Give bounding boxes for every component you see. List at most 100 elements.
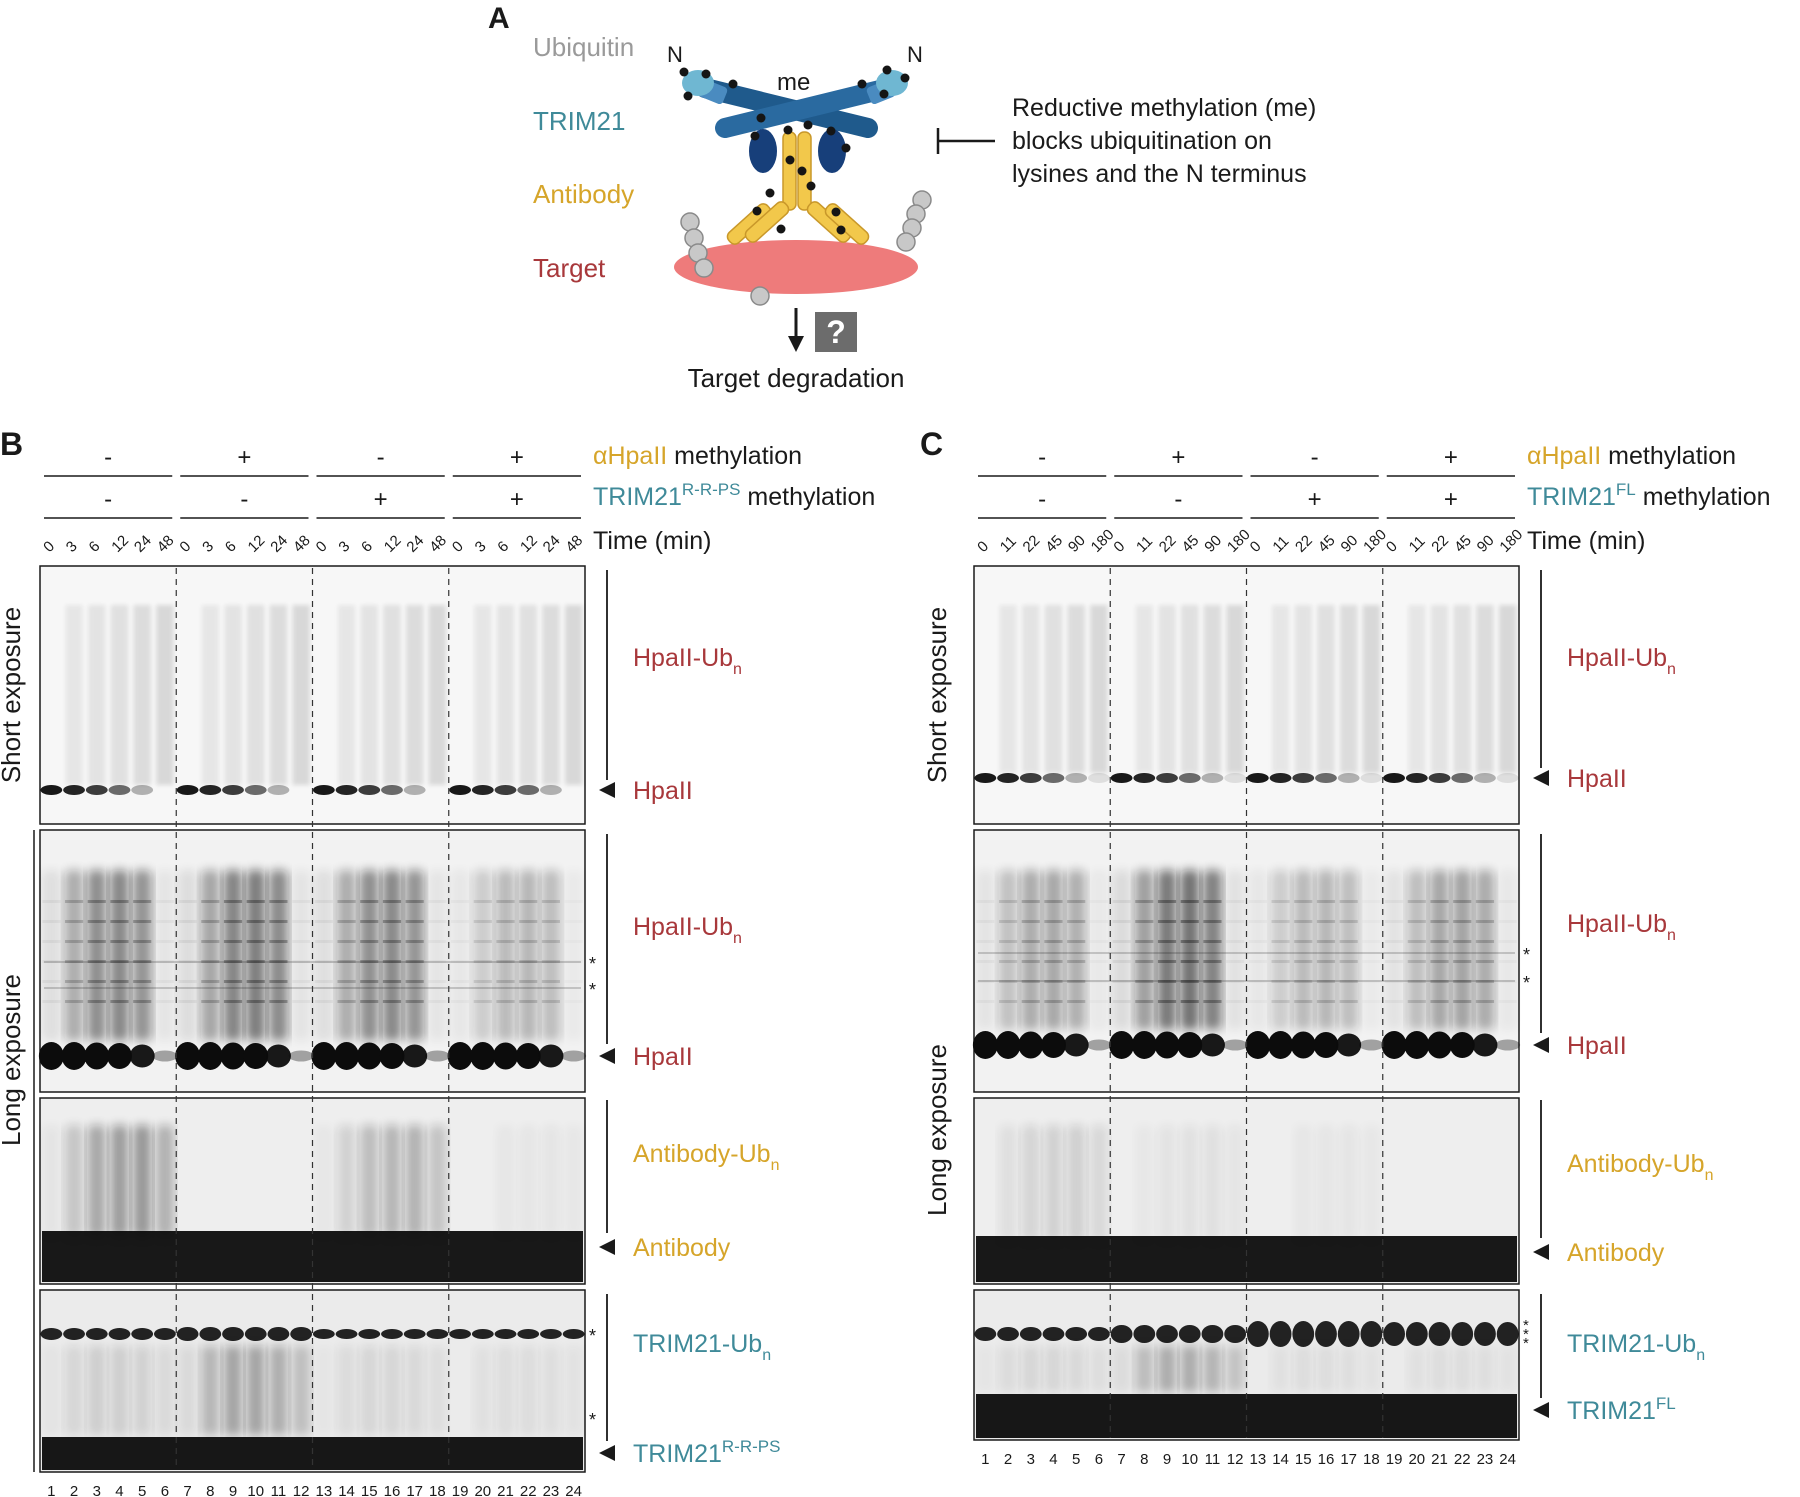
hpaii-band xyxy=(540,785,562,795)
hpaii-ub-smear xyxy=(427,870,447,1041)
hpaii-band-long xyxy=(288,1050,314,1062)
hpaii-band-long xyxy=(1358,1039,1384,1051)
ub-ladder-band xyxy=(1430,900,1449,903)
gel-smear xyxy=(1499,605,1517,773)
hpaii-band xyxy=(1405,773,1428,783)
trim21-ub-band xyxy=(85,1328,108,1340)
trim21-methylation-sign: + xyxy=(1308,486,1322,513)
hpaii-band-long xyxy=(175,1042,201,1070)
lane-number: 21 xyxy=(497,1483,514,1497)
hpaii-band-long xyxy=(515,1043,541,1069)
ub-ladder-band xyxy=(201,960,220,963)
hpaii-band xyxy=(494,785,517,795)
trim21-ub-band xyxy=(1496,1322,1519,1346)
ub-ladder-band xyxy=(1271,980,1290,983)
antibody-ub-smear xyxy=(1226,1125,1245,1242)
panel-c: C - - + - - + + + αHpaII methylation TRIM21FL meth… xyxy=(920,426,1771,1468)
asterisk: * xyxy=(1523,1326,1529,1343)
hpaii-ub-smear xyxy=(314,870,334,1041)
antibody-ub-smear xyxy=(360,1125,379,1237)
lane-number: 11 xyxy=(271,1483,287,1497)
ub-ladder-band xyxy=(1316,940,1336,943)
antibody-ub-smear xyxy=(110,1125,129,1237)
antibody-ub-smear xyxy=(542,1125,560,1237)
gel-smear xyxy=(542,605,560,785)
ub-ladder-band xyxy=(42,900,61,903)
ub-ladder-band xyxy=(1475,900,1495,903)
antibody-methylation-sign: - xyxy=(1311,444,1319,471)
trim21-ub-smear xyxy=(1271,1346,1290,1392)
gel-smear xyxy=(1067,605,1085,773)
gel-smear xyxy=(383,605,401,785)
ub-ladder-band xyxy=(1090,920,1108,923)
ub-ladder-band xyxy=(1499,920,1517,923)
gel-smear xyxy=(1203,605,1222,773)
time-point-label: 0 xyxy=(40,538,58,556)
ub-ladder-band xyxy=(42,980,61,983)
ub-ladder-band xyxy=(1362,1000,1380,1003)
ub-ladder-band xyxy=(337,1000,356,1003)
lane-number: 10 xyxy=(247,1483,264,1497)
trim21-ub-smear xyxy=(1294,1346,1313,1392)
ub-ladder-band xyxy=(451,980,469,983)
hpaii-band xyxy=(1337,773,1360,783)
ub-ladder-band xyxy=(1067,900,1086,903)
ub-ladder-band xyxy=(1385,900,1403,903)
time-point-label: 6 xyxy=(86,538,104,556)
ub-ladder-band xyxy=(1157,1000,1177,1003)
ub-ladder-band xyxy=(1407,1000,1426,1003)
hpaii-band-long xyxy=(1063,1033,1089,1057)
antibody-ub-smear xyxy=(1157,1125,1177,1242)
trim21-ub-smear xyxy=(1498,1346,1517,1392)
hpaii-band xyxy=(40,785,63,795)
short-exposure-label: Short exposure xyxy=(922,607,952,783)
trim21-ub-smear xyxy=(1203,1346,1222,1392)
ub-ladder-band xyxy=(87,920,106,923)
hpaii-band xyxy=(1178,773,1201,783)
ub-ladder-band xyxy=(541,920,561,923)
hpaii-band xyxy=(471,785,494,795)
trim21-ub-smear xyxy=(976,1346,994,1392)
ub-ladder-band xyxy=(1475,960,1495,963)
ub-ladder-band xyxy=(178,940,197,943)
ub-ladder-band xyxy=(473,960,492,963)
ub-ladder-band xyxy=(1339,940,1358,943)
trim21-ub-smear xyxy=(110,1346,129,1435)
trim21-methylation-sign: - xyxy=(1038,486,1046,513)
hpaii-band xyxy=(1133,773,1156,783)
lane-number: 4 xyxy=(115,1483,123,1497)
antibody-ub-smear xyxy=(1203,1125,1222,1242)
time-point-label: 45 xyxy=(1451,532,1475,556)
ub-ladder-band xyxy=(428,1000,446,1003)
time-point-label: 3 xyxy=(472,538,490,556)
antibody-ub-smear xyxy=(1044,1125,1063,1242)
ub-ladder-band xyxy=(451,940,469,943)
ub-ladder-band xyxy=(269,1000,288,1003)
hpaii-ub-smear xyxy=(382,870,402,1041)
trim21-ub-band xyxy=(1133,1325,1156,1343)
hpaii-band xyxy=(108,785,131,795)
hpaii-band-long xyxy=(470,1042,496,1070)
hpaii-ub-smear xyxy=(1202,870,1222,1030)
trim21-ub-band xyxy=(63,1328,85,1340)
hpaii-ub-smear xyxy=(1271,870,1291,1030)
ub-ladder-band xyxy=(1453,920,1472,923)
ub-ladder-band xyxy=(360,1000,379,1003)
ub-ladder-band xyxy=(998,1000,1018,1003)
hpaii-band xyxy=(176,785,199,795)
band-arrow-icon xyxy=(1533,1037,1549,1053)
antibody-ub-label: Antibody-Ubn xyxy=(1567,1150,1713,1184)
ub-ladder-band xyxy=(269,980,288,983)
hpaii-ub-smear xyxy=(178,870,198,1041)
lane-number: 8 xyxy=(1140,1451,1148,1468)
ub-ladder-band xyxy=(1385,920,1403,923)
hpaii-ub-smear xyxy=(132,870,152,1041)
ub-ladder-band xyxy=(1453,1000,1472,1003)
ub-ladder-band xyxy=(541,900,561,903)
lane-number: 18 xyxy=(1363,1451,1380,1468)
lane-number: 15 xyxy=(361,1483,378,1497)
ub-ladder-band xyxy=(541,940,561,943)
time-point-label: 48 xyxy=(562,532,586,556)
ub-ladder-band xyxy=(337,900,356,903)
hpaii-ub-smear xyxy=(1316,870,1336,1030)
